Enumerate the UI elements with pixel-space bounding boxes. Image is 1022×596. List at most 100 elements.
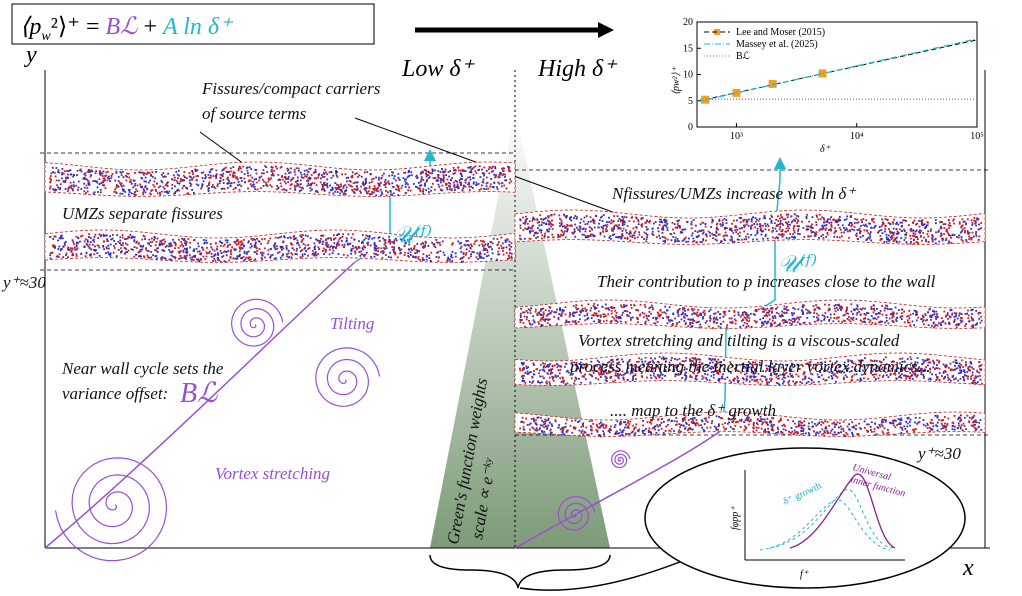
- fissure-dot: [881, 305, 883, 307]
- fissure-dot: [128, 194, 130, 196]
- fissure-dot: [168, 191, 170, 193]
- fissure-dot: [440, 250, 442, 252]
- fissure-dot: [691, 235, 693, 237]
- fissure-dot: [874, 317, 876, 319]
- fissure-dot: [267, 242, 269, 244]
- fissure-dot: [860, 308, 862, 310]
- fissure-dot: [729, 318, 731, 320]
- fissure-dot: [891, 235, 893, 237]
- fissure-dot: [362, 183, 364, 185]
- fissure-dot: [574, 224, 576, 226]
- fissure-dot: [122, 193, 124, 195]
- fissure-dot: [261, 172, 263, 174]
- fissure-dot: [923, 323, 925, 325]
- fissure-dot: [99, 178, 101, 180]
- fissure-dot: [806, 382, 808, 384]
- fissure-dot: [649, 311, 651, 313]
- fissure-dot: [198, 184, 200, 186]
- fissure-dot: [603, 316, 605, 318]
- fissure-dot: [511, 257, 513, 259]
- fissure-dot: [107, 240, 109, 242]
- fissure-dot: [446, 187, 448, 189]
- fissure-dot: [448, 171, 450, 173]
- fissure-dot: [226, 171, 228, 173]
- fissure-dot: [738, 314, 740, 316]
- fissure-dot: [454, 187, 456, 189]
- fissure-dot: [246, 257, 248, 259]
- fissure-dot: [105, 187, 107, 189]
- fissure-dot: [407, 189, 409, 191]
- fissure-dot: [286, 190, 288, 192]
- fissure-dot: [896, 317, 898, 319]
- fissure-dot: [394, 175, 396, 177]
- fissure-dot: [267, 250, 269, 252]
- fissure-dot: [504, 176, 506, 178]
- fissure-dot: [182, 179, 184, 181]
- fissure-dot: [925, 226, 927, 228]
- fissure-dot: [262, 255, 264, 257]
- fissure-dot: [572, 321, 574, 323]
- fissure-dot: [589, 226, 591, 228]
- fissure-dot: [744, 226, 746, 228]
- fissure-dot: [622, 223, 624, 225]
- fissure-dot: [437, 260, 439, 262]
- fissure-dot: [336, 189, 338, 191]
- fissure-dot: [208, 184, 210, 186]
- fissure-dot: [296, 185, 298, 187]
- fissure-dot: [309, 247, 311, 249]
- fissure-dot: [429, 257, 431, 259]
- fissure-dot: [314, 182, 316, 184]
- fissure-dot: [457, 184, 459, 186]
- fissure-dot: [84, 241, 86, 243]
- fissure-dot: [757, 230, 759, 232]
- fissure-dot: [765, 225, 767, 227]
- fissure-dot: [314, 255, 316, 257]
- fissure-dot: [299, 190, 301, 192]
- fissure-dot: [204, 177, 206, 179]
- fissure-dot: [679, 227, 681, 229]
- fissure-dot: [632, 317, 634, 319]
- fissure-dot: [190, 257, 192, 259]
- fissure-dot: [792, 314, 794, 316]
- fissure-dot: [591, 314, 593, 316]
- fissure-dot: [214, 250, 216, 252]
- fissure-dot: [455, 170, 457, 172]
- fissure-dot: [726, 222, 728, 224]
- fissure-dot: [975, 310, 977, 312]
- fissure-dot: [645, 241, 647, 243]
- fissure-dot: [967, 218, 969, 220]
- fissure-dot: [826, 224, 828, 226]
- fissure-dot: [277, 252, 279, 254]
- fissure-dot: [740, 221, 742, 223]
- fissure-dot: [362, 249, 364, 251]
- fissure-dot: [354, 182, 356, 184]
- fissure-dot: [314, 177, 316, 179]
- fissure-dot: [292, 254, 294, 256]
- fissure-dot: [435, 177, 437, 179]
- fissure-dot: [662, 312, 664, 314]
- fissure-dot: [565, 237, 567, 239]
- fissure-dot: [678, 321, 680, 323]
- fissure-dot: [523, 222, 525, 224]
- fissure-dot: [918, 220, 920, 222]
- fissure-dot: [484, 245, 486, 247]
- fissure-dot: [895, 307, 897, 309]
- fissure-dot: [902, 315, 904, 317]
- fissure-dot: [296, 253, 298, 255]
- fissure-dot: [787, 230, 789, 232]
- fissure-dot: [921, 223, 923, 225]
- fissure-dot: [524, 238, 526, 240]
- fissure-dot: [651, 233, 653, 235]
- fissure-dot: [153, 181, 155, 183]
- fissure-dot: [134, 246, 136, 248]
- fissure-dot: [542, 319, 544, 321]
- fissure-dot: [861, 219, 863, 221]
- fissure-dot: [229, 174, 231, 176]
- fissure-dot: [528, 320, 530, 322]
- fissure-dot: [384, 184, 386, 186]
- fissure-dot: [765, 228, 767, 230]
- fissure-dot: [244, 252, 246, 254]
- fissure-dot: [288, 169, 290, 171]
- fissure-dot: [885, 225, 887, 227]
- fissure-dot: [830, 224, 832, 226]
